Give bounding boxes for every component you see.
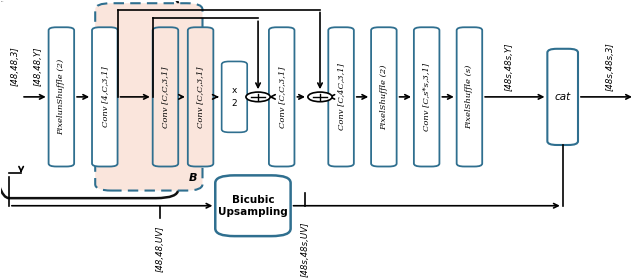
Text: cat: cat <box>554 92 571 102</box>
FancyBboxPatch shape <box>95 3 202 190</box>
FancyBboxPatch shape <box>269 27 294 167</box>
Text: PixelunShuffle (2): PixelunShuffle (2) <box>58 59 65 135</box>
Text: Conv [C,C,3,1]: Conv [C,C,3,1] <box>161 66 170 128</box>
FancyBboxPatch shape <box>188 27 213 167</box>
Circle shape <box>246 92 270 102</box>
Text: Conv [4,C,3,1]: Conv [4,C,3,1] <box>100 66 109 127</box>
Text: [48s,48s,Y]: [48s,48s,Y] <box>504 42 513 91</box>
FancyBboxPatch shape <box>457 27 482 167</box>
Text: Conv [C,4C,3,1]: Conv [C,4C,3,1] <box>337 63 345 130</box>
Circle shape <box>308 92 332 102</box>
Text: [48,48,Y]: [48,48,Y] <box>33 47 42 86</box>
Text: Conv [C,C,3,1]: Conv [C,C,3,1] <box>196 66 205 128</box>
FancyBboxPatch shape <box>414 27 440 167</box>
FancyBboxPatch shape <box>547 49 578 145</box>
FancyBboxPatch shape <box>49 27 74 167</box>
FancyBboxPatch shape <box>371 27 397 167</box>
Text: Conv [C,s*s,3,1]: Conv [C,s*s,3,1] <box>422 63 431 131</box>
Text: 2: 2 <box>232 99 237 108</box>
FancyBboxPatch shape <box>328 27 354 167</box>
Text: B: B <box>189 173 197 183</box>
FancyBboxPatch shape <box>221 61 247 132</box>
FancyBboxPatch shape <box>215 175 291 236</box>
Text: [48s,48s,3]: [48s,48s,3] <box>606 42 615 91</box>
Text: [48,48,UV]: [48,48,UV] <box>156 225 165 272</box>
Text: Bicubic
Upsampling: Bicubic Upsampling <box>218 195 288 217</box>
Text: x: x <box>232 86 237 95</box>
Text: [48,48,3]: [48,48,3] <box>10 47 19 86</box>
FancyBboxPatch shape <box>153 27 178 167</box>
Text: [48s,48s,UV]: [48s,48s,UV] <box>300 221 309 277</box>
Text: PixelShuffle (2): PixelShuffle (2) <box>380 64 388 130</box>
FancyBboxPatch shape <box>92 27 118 167</box>
Text: Conv [C,C,3,1]: Conv [C,C,3,1] <box>278 66 285 128</box>
Text: PixelShuffle (s): PixelShuffle (s) <box>465 65 474 129</box>
